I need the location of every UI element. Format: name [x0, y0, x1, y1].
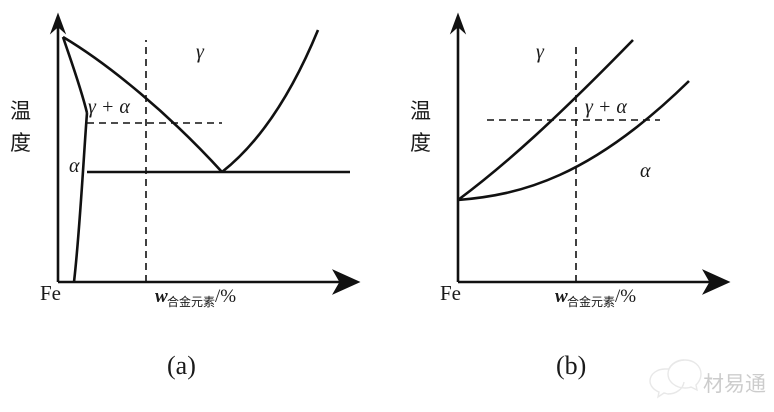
svg-text:γ: γ — [196, 41, 205, 63]
svg-text:Fe: Fe — [440, 281, 461, 305]
svg-text:/%: /% — [215, 286, 236, 307]
svg-text:合金元素: 合金元素 — [567, 294, 615, 309]
svg-text:合金元素: 合金元素 — [167, 294, 215, 309]
svg-text:(a): (a) — [167, 351, 196, 380]
svg-text:温: 温 — [10, 100, 31, 123]
svg-text:(b): (b) — [556, 351, 586, 380]
svg-text:温: 温 — [410, 100, 431, 123]
svg-text:度: 度 — [410, 132, 431, 155]
svg-text:材易通: 材易通 — [703, 373, 766, 396]
svg-text:α: α — [640, 160, 651, 182]
svg-text:γ + α: γ + α — [88, 96, 130, 118]
svg-text:γ: γ — [536, 41, 545, 63]
svg-text:度: 度 — [10, 132, 31, 155]
svg-text:α: α — [69, 155, 80, 177]
svg-text:Fe: Fe — [40, 281, 61, 305]
svg-text:/%: /% — [615, 286, 636, 307]
svg-text:γ + α: γ + α — [585, 96, 627, 118]
